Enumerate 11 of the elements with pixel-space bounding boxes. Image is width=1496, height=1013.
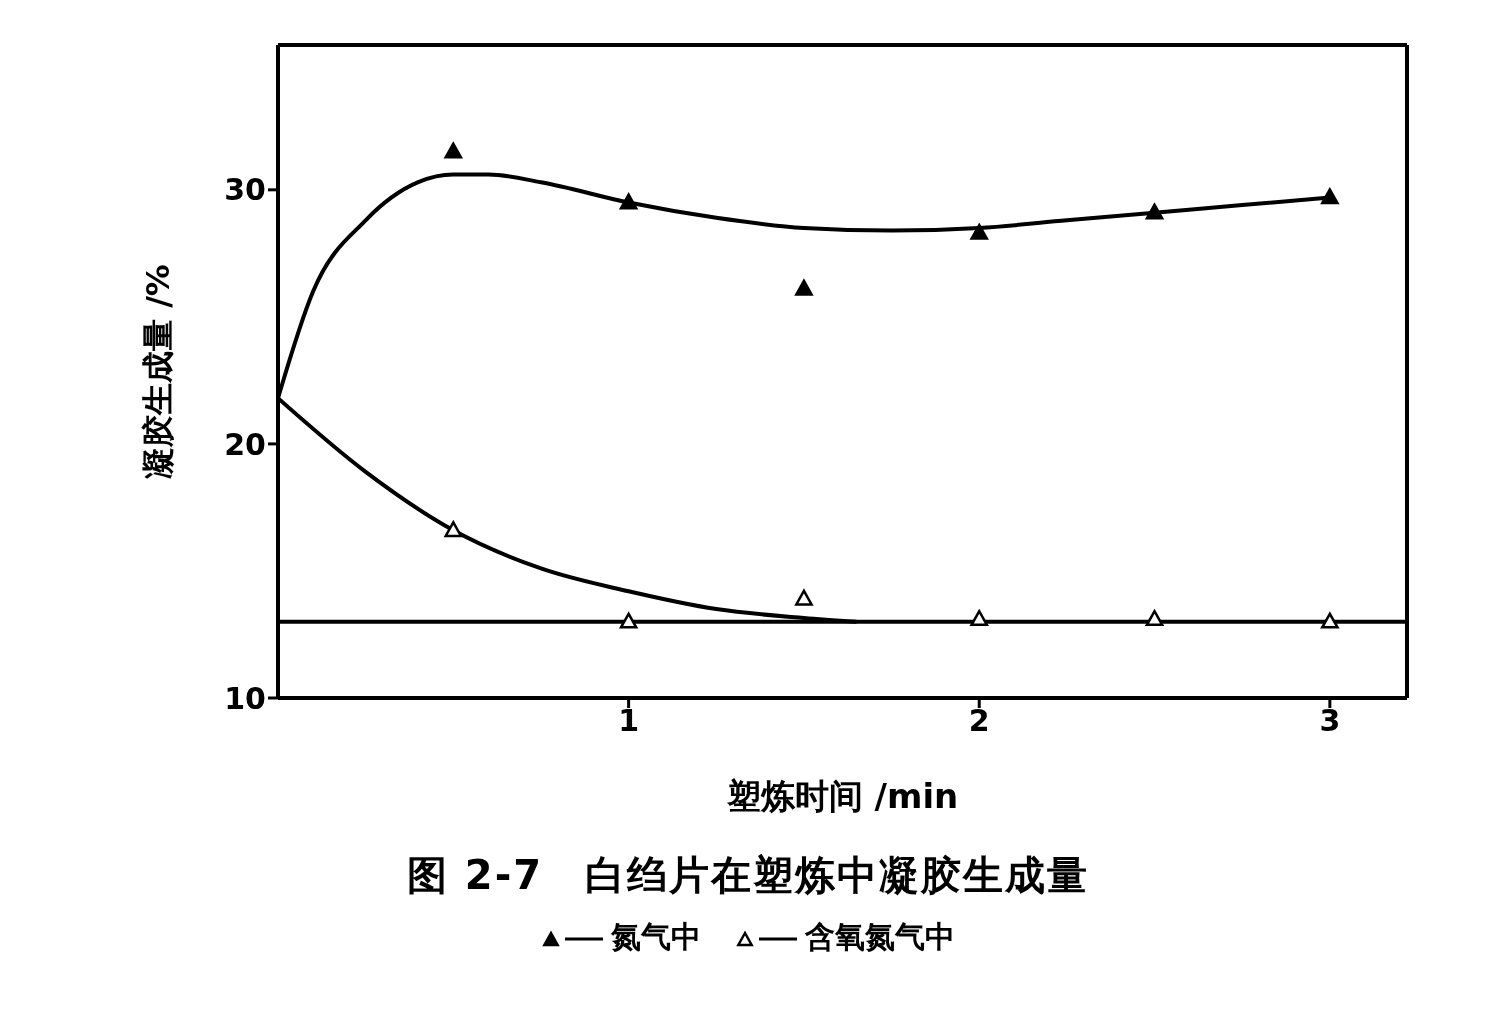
x-tick-label: 3: [1319, 703, 1341, 739]
y-tick-label: 10: [224, 680, 266, 716]
legend-label: 含氧氮气中: [805, 918, 955, 956]
y-tick-label: 20: [224, 426, 266, 462]
x-tick-label: 2: [968, 703, 990, 739]
x-axis-title: 塑炼时间 /min: [725, 776, 959, 816]
text: 图 2-7 白绉片在塑炼中凝胶生成量: [405, 851, 1091, 900]
y-tick-label: 30: [224, 172, 266, 208]
x-tick-label: 1: [618, 703, 640, 739]
y-axis-title: 凝胶生成量 /%: [139, 264, 178, 479]
legend-label: 氮气中: [611, 918, 701, 956]
